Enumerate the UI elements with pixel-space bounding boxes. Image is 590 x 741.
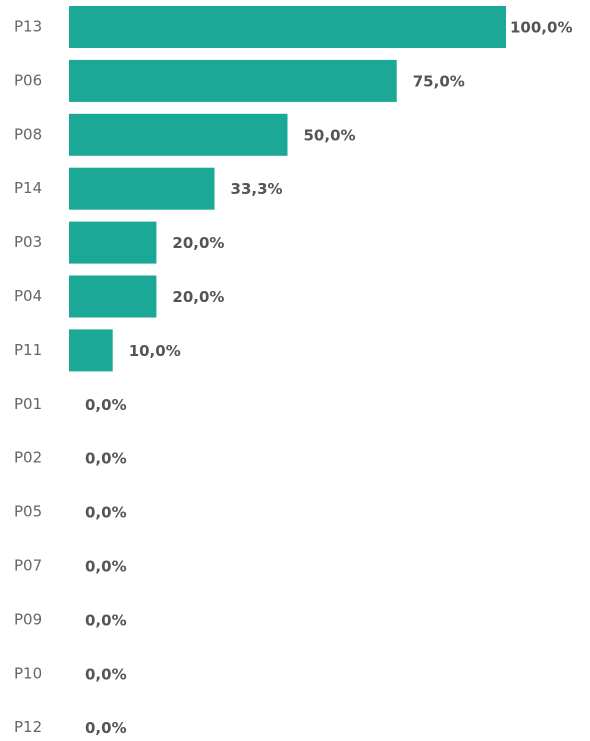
category-label: P03 [14, 233, 42, 251]
category-label: P08 [14, 125, 42, 143]
category-label: P11 [14, 341, 42, 359]
bar [69, 59, 397, 102]
category-label: P02 [14, 449, 42, 467]
category-label: P12 [14, 718, 42, 736]
category-label: P01 [14, 395, 42, 413]
category-label: P07 [14, 557, 42, 575]
value-label: 20,0% [172, 234, 224, 252]
bar [69, 113, 288, 156]
value-label: 0,0% [85, 504, 127, 522]
bar [69, 221, 157, 264]
value-label: 100,0% [510, 19, 572, 37]
category-label: P14 [14, 179, 42, 197]
value-label: 33,3% [231, 180, 283, 198]
value-label: 0,0% [85, 611, 127, 629]
value-label: 0,0% [85, 665, 127, 683]
category-label: P04 [14, 287, 42, 305]
value-label: 75,0% [413, 72, 465, 90]
category-label: P09 [14, 610, 42, 628]
bar [69, 167, 215, 210]
value-label: 0,0% [85, 558, 127, 576]
category-label: P10 [14, 664, 42, 682]
category-label: P13 [14, 18, 42, 36]
value-label: 0,0% [85, 719, 127, 737]
value-label: 50,0% [304, 126, 356, 144]
value-label: 20,0% [172, 288, 224, 306]
bar [69, 275, 157, 318]
bar [69, 6, 506, 48]
bar [69, 329, 113, 372]
category-label: P06 [14, 71, 42, 89]
value-label: 10,0% [129, 342, 181, 360]
value-label: 0,0% [85, 396, 127, 414]
value-label: 0,0% [85, 450, 127, 468]
category-label: P05 [14, 503, 42, 521]
